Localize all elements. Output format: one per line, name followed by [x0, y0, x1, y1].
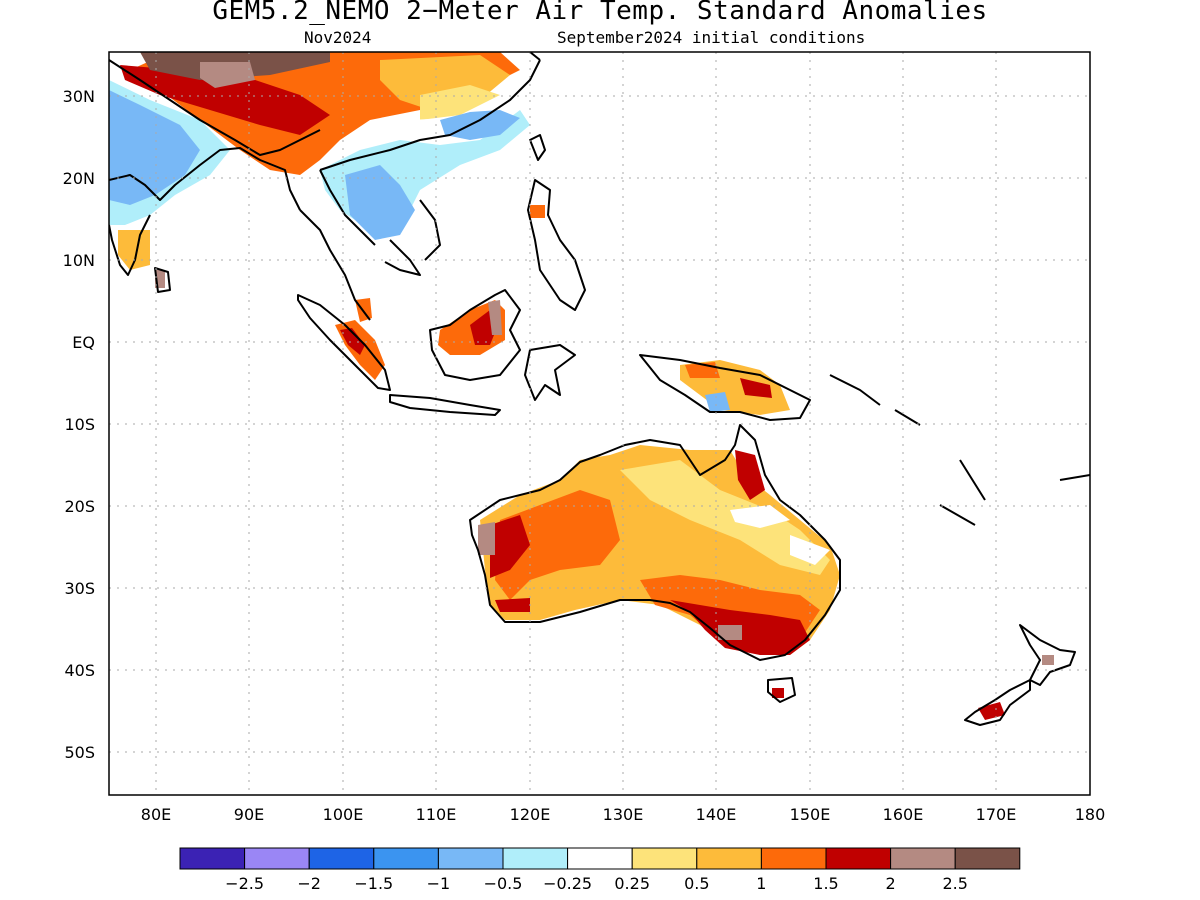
anomaly-region-indochina-blue: [345, 165, 415, 240]
colorbar-swatch: [244, 847, 310, 870]
anomaly-region-australia-sw-red: [495, 598, 530, 612]
latitude-labels: 30N 20N 10N EQ 10S 20S 30S 40S 50S: [63, 87, 95, 762]
lat-label: 10S: [64, 415, 95, 434]
lon-label: 90E: [234, 805, 264, 824]
lon-label: 80E: [141, 805, 171, 824]
colorbar-swatch: [179, 847, 246, 870]
colorbar: [179, 847, 1021, 870]
colorbar-swatch: [890, 847, 956, 870]
colorbar-tick-label: 1.5: [813, 874, 838, 893]
colorbar-tick-label: −2.5: [225, 874, 264, 893]
lon-label: 150E: [790, 805, 831, 824]
colorbar-swatch: [954, 847, 1021, 870]
anomaly-region-australia-white: [730, 505, 830, 565]
colorbar-tick-label: 1: [756, 874, 766, 893]
coastlines: [109, 52, 1090, 726]
lat-label: 50S: [64, 743, 95, 762]
lon-label: 120E: [510, 805, 551, 824]
colorbar-swatch: [696, 847, 762, 870]
anomaly-region-new-zealand-taupe: [1042, 655, 1054, 665]
colorbar-tick-label: −1: [427, 874, 451, 893]
anomaly-region-china-yellow: [420, 85, 500, 120]
lon-label: 180: [1075, 805, 1106, 824]
anomaly-region-borneo-taupe: [488, 300, 502, 335]
lat-label: 30N: [63, 87, 95, 106]
map-frame: [108, 51, 1091, 796]
lat-label: 30S: [64, 579, 95, 598]
anomaly-region-sumatra-red: [340, 328, 365, 355]
lat-label: 20S: [64, 497, 95, 516]
colorbar-tick-label: −0.25: [543, 874, 592, 893]
valid-month-label: Nov2024: [304, 28, 372, 47]
lon-label: 100E: [323, 805, 364, 824]
lon-label: 140E: [696, 805, 737, 824]
lat-label: 40S: [64, 661, 95, 680]
anomaly-region-australia-west-red: [490, 515, 530, 578]
anomaly-region-tibet-red: [120, 65, 330, 135]
lon-label: 160E: [883, 805, 924, 824]
anomaly-region-tasmania: [772, 688, 784, 698]
lon-label: 110E: [416, 805, 457, 824]
colorbar-tick-label: −1.5: [354, 874, 393, 893]
colorbar-swatch: [437, 847, 504, 870]
colorbar-swatch: [502, 847, 569, 870]
anomaly-region-philippines: [530, 205, 545, 218]
anomaly-region-queensland-red: [735, 450, 765, 500]
anomaly-region-new-guinea-blue: [705, 392, 730, 412]
colorbar-labels: −2.5 −2 −1.5 −1 −0.5 −0.25 0.25 0.5 1 1.5 2 2.5: [225, 874, 968, 893]
anomaly-region-australia-se-taupe: [718, 625, 742, 640]
lat-label: 10N: [63, 251, 95, 270]
colorbar-swatch: [567, 847, 633, 870]
colorbar-swatch: [373, 847, 439, 870]
colorbar-tick-label: −0.5: [484, 874, 523, 893]
anomaly-region-australia-west-taupe: [478, 522, 495, 555]
lat-label: EQ: [72, 333, 95, 352]
initial-conditions-label: September2024 initial conditions: [557, 28, 866, 47]
anomaly-region-new-guinea-red: [740, 378, 772, 398]
map-plot-area: [109, 52, 1090, 795]
anomaly-region-australia-orange: [495, 490, 620, 600]
anomaly-region-tibet-taupe: [200, 62, 255, 88]
anomaly-region-china-blue: [440, 110, 520, 140]
colorbar-swatch: [825, 847, 892, 870]
gridlines: [109, 52, 1090, 795]
colorbar-swatch: [631, 847, 698, 870]
lon-label: 170E: [976, 805, 1017, 824]
colorbar-swatch: [760, 847, 827, 870]
map-title: GEM5.2_NEMO 2−Meter Air Temp. Standard A…: [212, 0, 988, 26]
anomaly-region-australia-yellow: [620, 460, 830, 575]
longitude-labels: 80E 90E 100E 110E 120E 130E 140E 150E 16…: [141, 805, 1106, 824]
colorbar-tick-label: 0.5: [684, 874, 709, 893]
lat-label: 20N: [63, 169, 95, 188]
lon-label: 130E: [603, 805, 644, 824]
colorbar-tick-label: 2: [886, 874, 896, 893]
colorbar-tick-label: −2: [297, 874, 321, 893]
colorbar-tick-label: 2.5: [942, 874, 967, 893]
colorbar-swatch: [308, 847, 375, 870]
colorbar-tick-label: 0.25: [614, 874, 650, 893]
